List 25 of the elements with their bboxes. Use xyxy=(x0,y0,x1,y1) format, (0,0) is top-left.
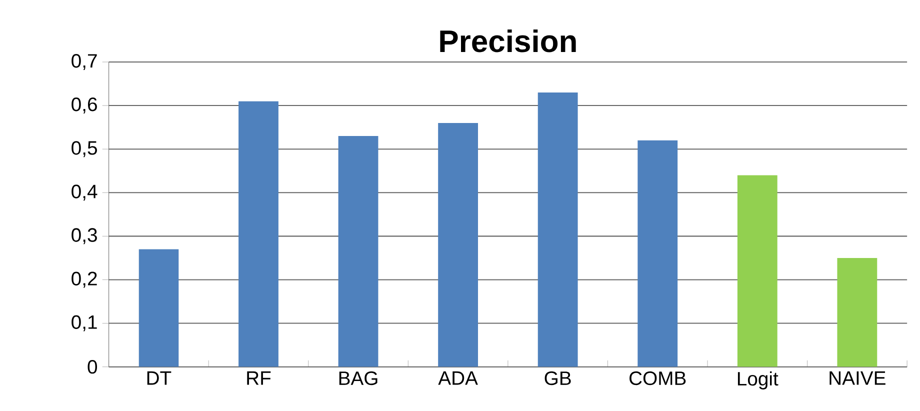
bar xyxy=(238,101,278,367)
bar xyxy=(638,140,678,367)
bar xyxy=(338,136,378,367)
bar xyxy=(837,258,878,367)
y-tick-label: 0,3 xyxy=(72,228,97,244)
x-tick-label: GB xyxy=(544,372,571,386)
x-tick-label: ADA xyxy=(438,372,478,385)
x-tick-label: COMB xyxy=(630,372,686,386)
y-tick-label: 0,7 xyxy=(72,54,97,70)
x-tick-label: Logit xyxy=(738,372,778,390)
x-tick-label: NAIVE xyxy=(830,372,886,385)
bar xyxy=(737,175,778,367)
y-tick-label: 0 xyxy=(88,360,98,374)
y-tick-label: 0,2 xyxy=(72,272,97,288)
bar xyxy=(138,249,179,367)
bar xyxy=(538,92,578,367)
x-tick-label: RF xyxy=(247,372,271,385)
y-tick-label: 0,6 xyxy=(72,98,97,114)
x-tick-label: BAG xyxy=(339,372,378,386)
chart-title: Precision xyxy=(440,30,576,52)
bar xyxy=(438,123,478,367)
x-tick-label: DT xyxy=(147,372,172,385)
y-tick-label: 0,5 xyxy=(72,141,97,158)
y-tick-label: 0,1 xyxy=(72,315,97,332)
y-tick-label: 0,4 xyxy=(72,184,98,201)
